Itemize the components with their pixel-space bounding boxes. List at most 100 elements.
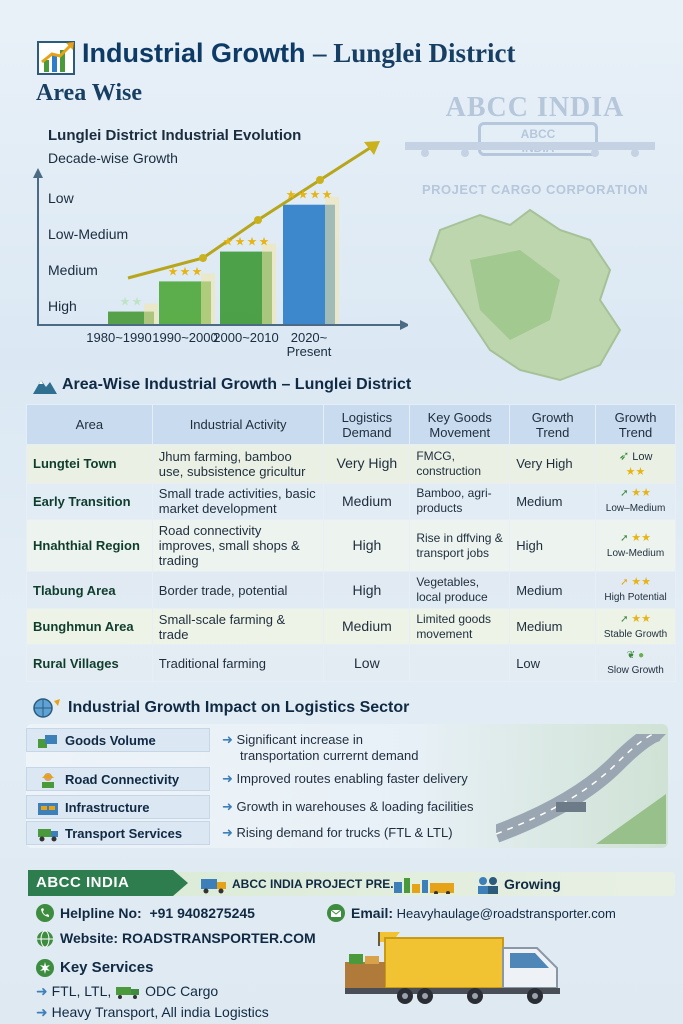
email-label: Email: (351, 905, 394, 921)
website-value[interactable]: ROADSTRANSPORTER.COM (121, 930, 316, 946)
bar-star: ★ (247, 235, 258, 249)
area-activity: Traditional farming (151, 644, 325, 682)
globe-web-icon (37, 930, 53, 948)
table-row: Rural Villages Traditional farming Low L… (26, 644, 676, 682)
area-demand: High (323, 519, 411, 573)
area-goods: Bamboo, agri-products (409, 482, 511, 521)
area-name: Hnahthial Region (26, 519, 153, 573)
page-subtitle: Area Wise (36, 80, 142, 106)
area-trend-2: ➚ ★★ High Potential (595, 571, 676, 609)
helpline: Helpline No: +91 9408275245 (60, 905, 255, 921)
bar-highlight (201, 273, 215, 324)
impact-desc-line2: transportation currernt demand (240, 748, 419, 763)
star-rating: ★★ (631, 487, 651, 500)
footer-tag-label: ABCC INDIA (36, 874, 130, 891)
impact-desc-line1: Rising demand for trucks (FTL & LTL) (236, 825, 453, 840)
area-table: Area Industrial Activity Logistics Deman… (26, 404, 676, 682)
trend-2-label: High Potential (604, 592, 667, 604)
area-activity: Road connectivity improves, small shops … (151, 519, 325, 573)
area-demand: High (323, 571, 411, 609)
trend-2-label: Slow Growth (607, 665, 664, 677)
table-row: Bunghmun Area Small-scale farming & trad… (26, 607, 676, 646)
area-trend-2: ➚ ★★ Low–Medium (595, 482, 676, 521)
area-trend-2: ➚ ★★ Stable Growth (595, 607, 676, 646)
warehouse-icon (38, 803, 58, 815)
bar-highlight (262, 243, 276, 324)
leaf-icon: ❦ (626, 650, 636, 662)
trend-point (316, 176, 324, 184)
col-trend: Growth Trend (509, 404, 597, 445)
bar-star: ★ (310, 188, 321, 202)
y-tick-label: Low-Medium (48, 226, 128, 242)
people-icon (478, 877, 498, 894)
impact-label-text: Infrastructure (65, 800, 150, 815)
star-rating: ★★ (631, 612, 651, 625)
impact-desc-line1: Growth in warehouses & loading facilitie… (236, 799, 474, 814)
coin-icon: ● (638, 650, 645, 662)
bar-star: ★ (223, 235, 234, 249)
impact-row: Goods Volume ➜ Significant increase in t… (26, 728, 668, 763)
chart-title: Lunglei District Industrial Evolution (48, 127, 302, 144)
service-1: FTL, LTL, (51, 983, 112, 999)
footer-tag-shape (28, 870, 188, 896)
col-trend-2: Growth Trend (595, 404, 676, 445)
star-rating: ★★ (631, 576, 651, 589)
bar-star: ★ (168, 264, 179, 278)
area-goods: FMCG, construction (409, 444, 511, 484)
arrow-up-icon: ➚ (620, 532, 629, 544)
col-activity: Industrial Activity (151, 404, 325, 445)
email-value[interactable]: Heavyhaulage@roadstransporter.com (396, 906, 616, 921)
table-row: Early Transition Small trade activities,… (26, 482, 676, 521)
arrow-right-icon: ➜ (222, 771, 233, 786)
impact-label: Road Connectivity (26, 767, 210, 791)
footer-growing: Growing (504, 876, 561, 892)
table-row: Hnahthial Region Road connectivity impro… (26, 519, 676, 573)
chart-subtitle: Decade-wise Growth (48, 150, 178, 166)
impact-panel: Goods Volume ➜ Significant increase in t… (26, 724, 668, 848)
bar-star: ★ (192, 264, 203, 278)
area-trend: Medium (509, 607, 597, 646)
website-label: Website: (60, 930, 119, 946)
arrow-up-icon: ➚ (620, 613, 629, 625)
y-axis-arrow (33, 168, 43, 178)
service-1b: ODC Cargo (145, 983, 219, 999)
trend-point (254, 216, 262, 224)
watermark-title: ABCC INDIA (445, 92, 625, 123)
arrow-right-icon: ➜ (222, 825, 233, 840)
area-demand: Very High (323, 444, 411, 484)
impact-desc: ➜ Improved routes enabling faster delive… (222, 771, 468, 787)
impact-row: Infrastructure ➜ Growth in warehouses & … (26, 795, 668, 821)
title-main: Industrial Growth (82, 38, 306, 68)
arrow-right-icon: ➜ (222, 799, 233, 814)
area-name: Early Transition (26, 482, 153, 521)
x-axis-arrow (400, 320, 408, 330)
bar-star: ★ (235, 235, 246, 249)
area-demand: Medium (323, 482, 411, 521)
arrow-right-icon: ➜ (36, 1004, 48, 1020)
watermark-logo: ABCC INDIA ABCC INDIA PROJECT CARGO CORP… (400, 92, 670, 197)
area-section-heading: Area-Wise Industrial Growth – Lunglei Di… (62, 376, 412, 393)
watermark-badge-line1: ABCC (520, 127, 556, 141)
area-trend-2: ➚ ★★ Low-Medium (595, 519, 676, 573)
worker-icon (42, 773, 54, 788)
area-goods: Rise in dffving & transport jobs (409, 519, 511, 573)
col-area: Area (26, 404, 153, 445)
arrow-right-icon: ➜ (36, 983, 48, 999)
x-tick-label: 1990~2000 (152, 330, 217, 345)
trend-2-label: Low-Medium (606, 547, 665, 559)
mountain-icon (33, 380, 57, 394)
area-activity: Small trade activities, basic market dev… (151, 482, 325, 521)
area-activity: Border trade, potential (151, 571, 325, 609)
table-row: Lungtei Town Jhum farming, bamboo use, s… (26, 444, 676, 484)
bar-star: ★ (286, 188, 297, 202)
arrow-up-icon: ➚ (620, 577, 629, 589)
helpline-value[interactable]: +91 9408275245 (149, 905, 255, 921)
area-activity: Jhum farming, bamboo use, subsistence gr… (151, 444, 325, 484)
delivery-truck-icon (201, 879, 226, 894)
arrow-right-icon: ➜ (222, 732, 233, 747)
impact-label-text: Road Connectivity (65, 772, 180, 787)
service-line-2: ➜ Heavy Transport, All india Logistics (36, 1004, 269, 1021)
chart-axes (37, 175, 403, 326)
area-activity: Small-scale farming & trade (151, 607, 325, 646)
